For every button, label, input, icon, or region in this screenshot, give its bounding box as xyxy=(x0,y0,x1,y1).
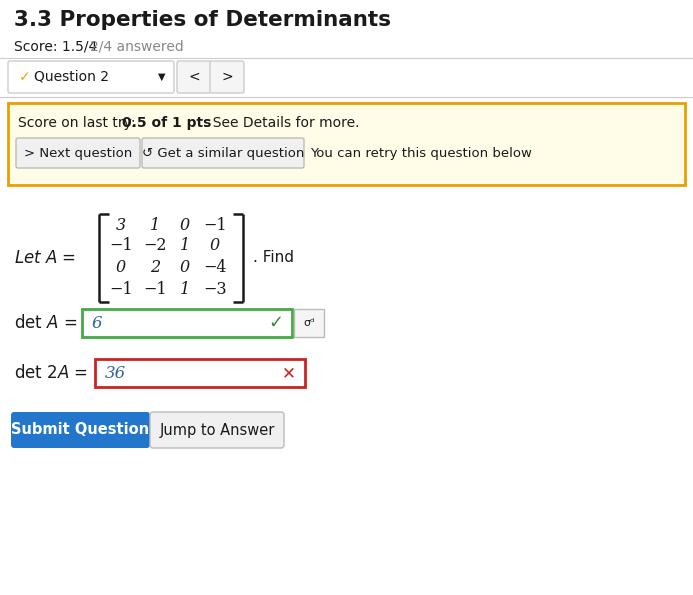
Text: 2: 2 xyxy=(150,259,160,277)
Text: . See Details for more.: . See Details for more. xyxy=(204,116,360,130)
Text: −1: −1 xyxy=(109,237,133,255)
Text: . Find: . Find xyxy=(253,250,294,265)
Text: 0: 0 xyxy=(180,259,190,277)
Text: Jump to Answer: Jump to Answer xyxy=(159,422,274,437)
FancyBboxPatch shape xyxy=(16,138,140,168)
Text: ↺ Get a similar question: ↺ Get a similar question xyxy=(142,146,304,159)
Text: −3: −3 xyxy=(203,281,227,299)
Text: −1: −1 xyxy=(143,281,167,299)
Text: 3.3 Properties of Determinants: 3.3 Properties of Determinants xyxy=(14,10,391,30)
Text: Question 2: Question 2 xyxy=(34,70,109,84)
FancyBboxPatch shape xyxy=(210,61,244,93)
Text: >: > xyxy=(221,70,233,84)
Text: det $A$ =: det $A$ = xyxy=(14,314,78,332)
Text: 3: 3 xyxy=(116,218,126,234)
FancyBboxPatch shape xyxy=(11,412,150,448)
Text: Let $A$ =: Let $A$ = xyxy=(14,249,76,267)
Text: 1: 1 xyxy=(150,218,160,234)
Text: <: < xyxy=(188,70,200,84)
FancyBboxPatch shape xyxy=(177,61,211,93)
Text: Score: 1.5/4: Score: 1.5/4 xyxy=(14,40,97,54)
Text: 1: 1 xyxy=(180,281,190,299)
Text: Submit Question: Submit Question xyxy=(11,422,149,437)
Text: > Next question: > Next question xyxy=(24,146,132,159)
Text: −1: −1 xyxy=(109,281,133,299)
Text: 1: 1 xyxy=(180,237,190,255)
Text: 0: 0 xyxy=(116,259,126,277)
Text: 0: 0 xyxy=(210,237,220,255)
Text: 6: 6 xyxy=(92,315,103,331)
Text: ✕: ✕ xyxy=(282,364,296,382)
Text: det $2A$ =: det $2A$ = xyxy=(14,364,88,382)
Text: ▼: ▼ xyxy=(158,72,166,82)
FancyBboxPatch shape xyxy=(82,309,292,337)
Text: −2: −2 xyxy=(143,237,167,255)
FancyBboxPatch shape xyxy=(150,412,284,448)
FancyBboxPatch shape xyxy=(95,359,305,387)
Text: −1: −1 xyxy=(203,218,227,234)
Text: Score on last try:: Score on last try: xyxy=(18,116,140,130)
Text: 0: 0 xyxy=(180,218,190,234)
Text: ✓: ✓ xyxy=(19,70,30,84)
FancyBboxPatch shape xyxy=(142,138,304,168)
Text: 0.5 of 1 pts: 0.5 of 1 pts xyxy=(122,116,211,130)
Text: σᵈ: σᵈ xyxy=(304,318,315,328)
Text: −4: −4 xyxy=(203,259,227,277)
FancyBboxPatch shape xyxy=(8,61,174,93)
Text: You can retry this question below: You can retry this question below xyxy=(310,146,532,159)
FancyBboxPatch shape xyxy=(294,309,324,337)
Text: 2/4 answered: 2/4 answered xyxy=(90,40,184,54)
Text: ✓: ✓ xyxy=(268,314,283,332)
FancyBboxPatch shape xyxy=(8,103,685,185)
Text: 36: 36 xyxy=(105,365,126,381)
